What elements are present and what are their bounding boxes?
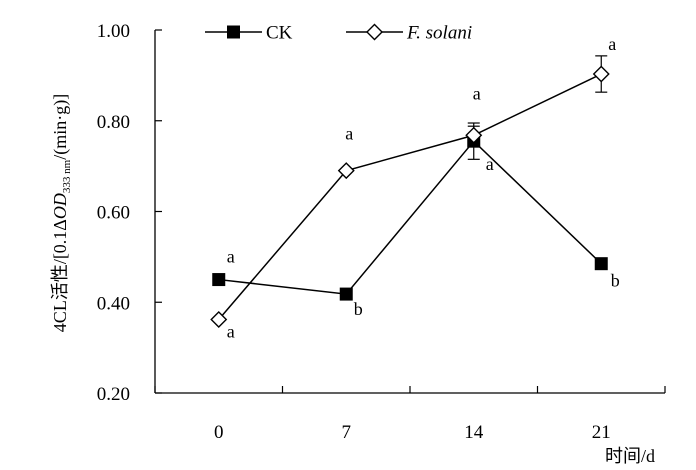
- significance-label: b: [611, 271, 620, 291]
- x-tick-label: 7: [342, 422, 352, 443]
- data-point-square: [594, 257, 608, 271]
- series-line: [218, 140, 602, 295]
- series-layer: a b a b a a a a: [210, 34, 620, 341]
- y-tick-label: 0.40: [97, 293, 130, 314]
- y-tick-label: 1.00: [97, 21, 130, 42]
- significance-label: a: [608, 34, 616, 54]
- significance-label: a: [473, 83, 481, 103]
- y-axis-title-prefix: 4CL活性/[0.1Δ: [50, 219, 70, 332]
- significance-label: a: [227, 321, 235, 341]
- significance-label: a: [345, 124, 353, 144]
- y-axis-title-suffix: /(min·g)]: [50, 94, 71, 160]
- data-point-diamond: [210, 311, 228, 328]
- data-point-diamond: [592, 65, 610, 83]
- series-ck: [212, 122, 608, 301]
- series-f-solani: [210, 55, 610, 328]
- y-tick-label: 0.80: [97, 112, 130, 133]
- x-tick-label: 21: [592, 422, 611, 443]
- significance-label: a: [486, 154, 494, 174]
- significance-label: a: [227, 247, 235, 267]
- legend-label-f-solani: F. solani: [406, 23, 472, 44]
- y-axis-title-od: OD: [50, 193, 70, 219]
- legend: CK F. solani: [205, 23, 472, 44]
- series-line: [218, 73, 602, 320]
- y-tick-label: 0.60: [97, 203, 130, 224]
- x-tick-label: 14: [464, 422, 484, 443]
- data-point-diamond: [337, 162, 355, 180]
- legend-label-ck: CK: [266, 23, 293, 44]
- data-point-square: [339, 287, 353, 301]
- y-axis-title-subscript: 333 nm: [61, 159, 73, 193]
- data-point-diamond: [465, 126, 483, 144]
- x-tick-label: 0: [214, 422, 224, 443]
- legend-marker-f-solani: [366, 23, 383, 41]
- axes-layer: 0.20 0.40 0.60 0.80 1.00 0 7 14 21: [97, 21, 666, 443]
- y-axis-title: 4CL活性/[0.1ΔOD333 nm/(min·g)]: [50, 94, 73, 332]
- axis-titles: 时间/d 4CL活性/[0.1ΔOD333 nm/(min·g)]: [50, 94, 655, 466]
- y-tick-label: 0.20: [97, 384, 130, 405]
- x-axis-title: 时间/d: [605, 446, 655, 466]
- data-point-square: [212, 273, 226, 287]
- significance-label: b: [354, 299, 363, 319]
- legend-marker-ck: [227, 25, 240, 39]
